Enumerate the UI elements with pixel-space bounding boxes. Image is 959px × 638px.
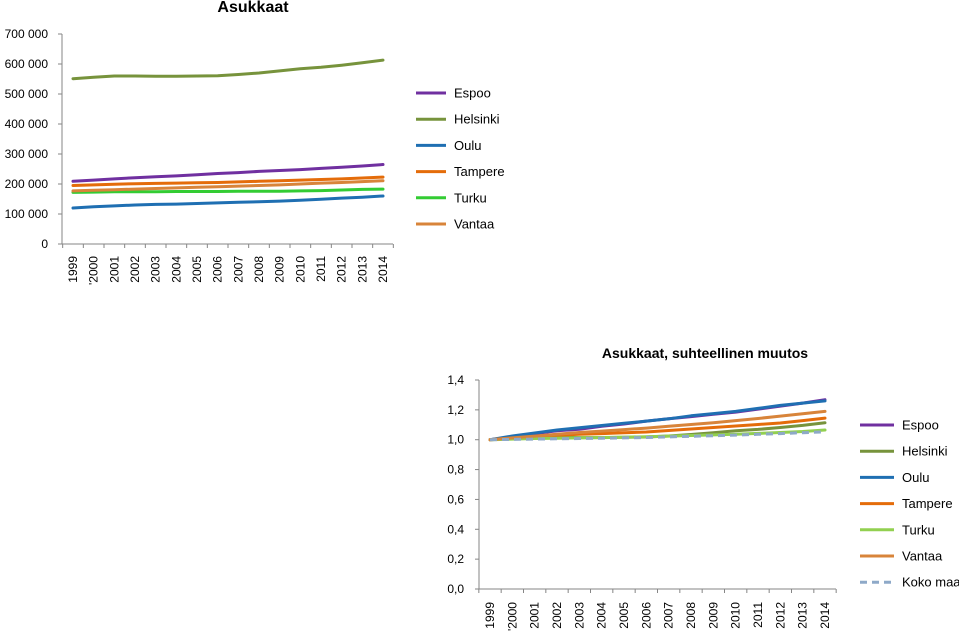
legend-label: Espoo [902,418,939,433]
y-tick-label: 300 000 [5,147,49,161]
series-line-oulu [71,194,385,210]
x-tick-label: 2007 [231,256,245,283]
x-tick-label: 2011 [314,256,328,282]
x-tick-label: 2004 [595,602,609,629]
y-tick-label: 1,0 [447,433,464,447]
x-tick-label: 1999 [66,256,80,283]
x-tick-label: 2009 [706,602,720,629]
legend-label: Vantaa [454,217,495,232]
x-tick-label: 2004 [169,256,183,283]
x-tick-label: '2000 [87,256,101,285]
x-tick-label: 2005 [617,602,631,629]
legend-label: Koko maa [902,575,959,590]
y-tick-label: 0,0 [447,582,464,596]
x-tick-label: 2001 [107,256,121,283]
y-tick-label: 1,4 [447,373,464,387]
x-tick-label: 2012 [335,256,349,283]
y-tick-label: 100 000 [5,207,49,221]
x-tick-label: 2008 [252,256,266,283]
legend-label: Helsinki [902,444,948,459]
legend-label: Vantaa [902,549,943,564]
x-tick-label: 2010 [293,256,307,283]
legend-label: Tampere [902,496,953,511]
series-line-tampere [71,175,385,187]
x-tick-label: 1999 [483,602,497,629]
y-tick-label: 600 000 [5,57,49,71]
series-line-oulu [488,399,827,442]
x-tick-label: 2005 [190,256,204,283]
chart-title: Asukkaat, suhteellinen muutos [602,345,808,361]
x-tick-label: 2006 [639,602,653,629]
series-line-helsinki [71,58,385,81]
x-tick-label: 2002 [128,256,142,283]
series-line-koko-maa [489,430,826,442]
legend-label: Oulu [902,470,929,485]
y-tick-label: 0,4 [447,522,464,536]
y-tick-label: 0,2 [447,552,464,566]
x-tick-label: 2006 [211,256,225,283]
y-tick-label: 1,2 [447,403,464,417]
series-line-vantaa [488,409,827,442]
x-tick-label: 2010 [729,602,743,629]
y-tick-label: 0,6 [447,492,464,506]
legend-label: Oulu [454,138,481,153]
legend-label: Tampere [454,164,505,179]
x-tick-label: 2003 [572,602,586,629]
legend-label: Helsinki [454,112,500,127]
y-tick-label: 0,8 [447,463,464,477]
x-tick-label: 2002 [550,602,564,629]
y-tick-label: 400 000 [5,117,49,131]
x-tick-label: '2000 [505,602,519,631]
y-tick-label: 500 000 [5,87,49,101]
x-tick-label: 2007 [662,602,676,629]
x-tick-label: 2009 [273,256,287,283]
legend-label: Espoo [454,86,491,101]
y-tick-label: 0 [41,237,48,251]
x-tick-label: 2013 [355,256,369,283]
x-tick-label: 2001 [528,602,542,629]
series-line-turku [71,187,385,194]
x-tick-label: 2003 [149,256,163,283]
series-line-espoo [71,163,385,183]
y-tick-label: 200 000 [5,177,49,191]
legend-label: Turku [454,190,487,205]
chart-title: Asukkaat [217,0,289,16]
legend-label: Turku [902,522,935,537]
x-tick-label: 2014 [376,256,390,283]
x-tick-label: 2012 [773,602,787,629]
x-tick-label: 2011 [751,602,765,628]
x-tick-label: 2008 [684,602,698,629]
y-tick-label: 700 000 [5,27,49,41]
series-line-vantaa [71,179,385,193]
x-tick-label: 2014 [818,602,832,629]
x-tick-label: 2013 [796,602,810,629]
